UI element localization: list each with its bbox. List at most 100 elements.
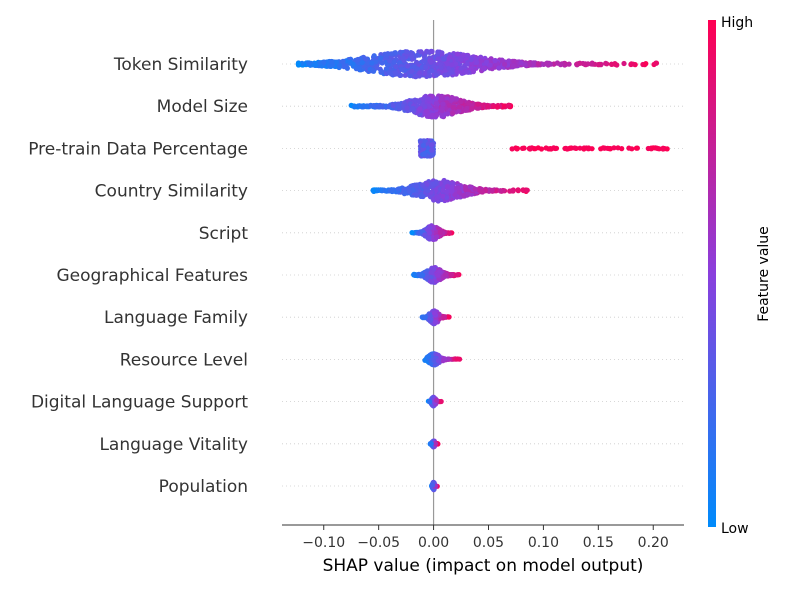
shap-point xyxy=(470,69,476,75)
shap-point xyxy=(378,68,385,75)
shap-point xyxy=(531,60,537,66)
shap-point xyxy=(427,194,433,200)
shap-point xyxy=(431,310,438,316)
colorbar-title: Feature value xyxy=(756,226,772,322)
x-tick-label: −0.05 xyxy=(357,535,400,551)
feature-label: Token Similarity xyxy=(113,55,248,75)
shap-point xyxy=(469,106,475,112)
shap-point xyxy=(633,145,640,151)
x-axis-title: SHAP value (impact on model output) xyxy=(323,556,644,576)
shap-point xyxy=(664,146,670,152)
shap-point xyxy=(437,61,443,67)
x-tick-label: 0.15 xyxy=(583,535,614,551)
shap-point xyxy=(501,103,507,109)
shap-point xyxy=(515,187,521,193)
shap-point xyxy=(463,107,469,113)
shap-point xyxy=(347,59,353,65)
shap-point xyxy=(446,102,452,108)
shap-point xyxy=(410,105,416,112)
shap-point xyxy=(412,74,419,80)
shap-point xyxy=(414,66,420,72)
shap-point xyxy=(460,52,466,58)
feature-points xyxy=(295,48,660,80)
feature-label: Pre-train Data Percentage xyxy=(28,139,248,159)
shap-point xyxy=(494,104,500,110)
shap-point xyxy=(428,274,434,280)
shap-point xyxy=(490,103,496,110)
shap-point xyxy=(434,234,440,240)
shap-point xyxy=(414,183,420,189)
shap-point xyxy=(416,99,422,105)
shap-point xyxy=(455,185,461,191)
shap-point xyxy=(451,104,457,110)
shap-point xyxy=(543,61,549,67)
shap-point xyxy=(454,96,460,102)
points-layer xyxy=(295,48,670,493)
shap-point xyxy=(458,98,464,105)
shap-point xyxy=(379,60,385,66)
shap-point xyxy=(430,181,436,187)
shap-point xyxy=(390,188,396,194)
shap-point xyxy=(370,67,376,73)
shap-point xyxy=(306,60,312,66)
shap-point xyxy=(409,54,415,60)
shap-point xyxy=(577,60,583,66)
shap-point xyxy=(435,49,441,55)
shap-point xyxy=(481,65,487,71)
shap-point xyxy=(655,145,661,152)
shap-point xyxy=(359,60,365,66)
shap-point xyxy=(456,108,462,114)
shap-point xyxy=(364,104,370,110)
shap-point xyxy=(383,66,389,72)
shap-point xyxy=(446,230,452,236)
shap-point xyxy=(596,61,603,67)
colorbar-gradient xyxy=(708,20,716,527)
shap-point xyxy=(429,152,436,158)
shap-point xyxy=(450,180,456,186)
shap-point xyxy=(429,147,435,153)
shap-point xyxy=(391,59,397,65)
shap-point xyxy=(433,72,439,78)
shap-point xyxy=(502,61,508,67)
shap-point xyxy=(373,59,379,65)
shap-point xyxy=(432,441,438,447)
shap-point xyxy=(588,61,595,67)
shap-point xyxy=(365,60,371,66)
shap-point xyxy=(412,97,418,103)
shap-point xyxy=(562,145,568,152)
shap-point xyxy=(420,272,426,278)
shap-point xyxy=(429,68,435,74)
shap-point xyxy=(435,56,441,62)
shap-point xyxy=(340,58,346,64)
shap-point xyxy=(395,186,401,192)
shap-point xyxy=(510,63,516,69)
shap-point xyxy=(444,111,451,117)
shap-point xyxy=(442,356,448,362)
shap-point xyxy=(404,105,410,111)
feature-label: Language Family xyxy=(104,308,248,328)
shap-point xyxy=(452,191,458,198)
shap-point xyxy=(463,69,469,75)
shap-point xyxy=(395,103,401,109)
shap-point xyxy=(572,145,578,151)
shap-point xyxy=(321,59,327,65)
shap-point xyxy=(567,145,573,151)
shap-point xyxy=(405,63,411,69)
shap-point xyxy=(427,278,434,284)
shap-point xyxy=(363,56,369,62)
shap-point xyxy=(444,189,450,195)
shap-point xyxy=(459,65,465,71)
shap-point xyxy=(459,69,465,75)
shap-point xyxy=(456,189,462,195)
shap-point xyxy=(442,72,448,78)
shap-point xyxy=(441,56,447,62)
shap-point xyxy=(547,61,553,67)
shap-point xyxy=(438,95,444,102)
shap-point xyxy=(375,187,381,193)
shap-point xyxy=(489,187,495,194)
feature-label: Geographical Features xyxy=(56,266,248,286)
shap-point xyxy=(393,64,399,70)
shap-point xyxy=(577,145,583,151)
shap-point xyxy=(428,142,434,148)
